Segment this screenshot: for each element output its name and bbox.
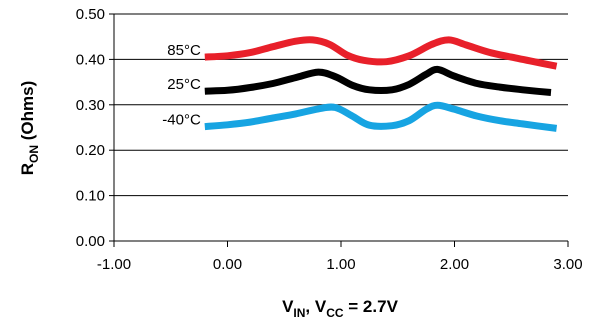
series-line-minus-40c xyxy=(204,101,558,132)
axes xyxy=(109,13,569,247)
series-labels: 85°C 25°C -40°C xyxy=(162,42,201,128)
y-tick-label: 0.20 xyxy=(76,142,105,159)
tick-labels: 0.00 0.10 0.20 0.30 0.40 0.50 -1.00 0.00 1.00 2.0… xyxy=(76,6,583,273)
gridlines xyxy=(114,13,568,197)
x-tick-label: 0.00 xyxy=(213,256,242,273)
series-label-minus-40c: -40°C xyxy=(162,112,201,129)
y-tick-label: 0.00 xyxy=(76,233,105,250)
series-lines xyxy=(204,36,558,132)
x-tick-label: 3.00 xyxy=(553,256,582,273)
x-tick-label: 2.00 xyxy=(440,256,469,273)
y-tick-label: 0.40 xyxy=(76,51,105,68)
x-tick-label: -1.00 xyxy=(97,256,131,273)
series-label-25c: 25°C xyxy=(167,76,201,93)
y-tick-label: 0.50 xyxy=(76,6,105,23)
x-tick-label: 1.00 xyxy=(326,256,355,273)
x-axis-title: VIN, VCC = 2.7V xyxy=(282,297,398,320)
y-tick-label: 0.10 xyxy=(76,188,105,205)
series-line-85c xyxy=(204,36,558,70)
series-line-25c xyxy=(204,65,552,96)
y-axis-title: RON (Ohms) xyxy=(18,81,41,176)
series-label-85c: 85°C xyxy=(167,42,201,59)
y-tick-label: 0.30 xyxy=(76,97,105,114)
